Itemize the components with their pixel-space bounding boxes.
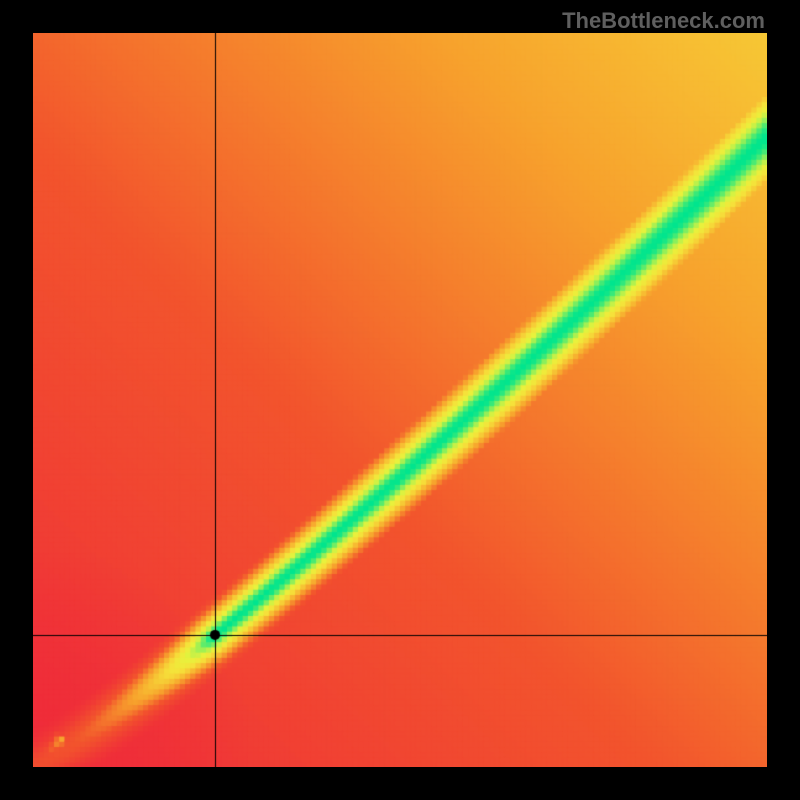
chart-container: TheBottleneck.com xyxy=(0,0,800,800)
bottleneck-heatmap xyxy=(33,33,767,767)
watermark-text: TheBottleneck.com xyxy=(562,8,765,34)
